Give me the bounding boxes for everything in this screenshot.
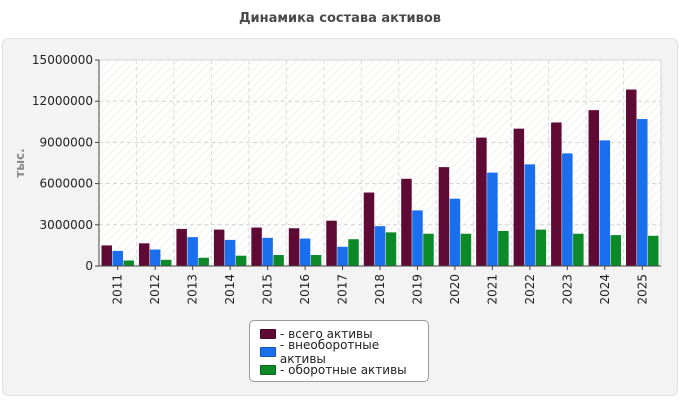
bar-total (138, 243, 150, 266)
legend-item-total: - всего активы (260, 325, 428, 343)
x-tick-label: 2025 (635, 274, 649, 305)
x-tick-label: 2017 (336, 274, 350, 305)
y-tick-label: 3000000 (40, 218, 93, 232)
grid (99, 59, 661, 266)
bar-total (588, 110, 600, 266)
x-tick-label: 2016 (298, 274, 312, 305)
bar-total (626, 89, 637, 266)
x-tick-label: 2020 (448, 274, 462, 305)
bar-current (535, 229, 547, 266)
x-tick-label: 2014 (223, 274, 237, 305)
bar-current (348, 239, 359, 266)
bar-current (273, 255, 284, 266)
bar-noncurrent (449, 198, 461, 266)
x-tick-label: 2023 (560, 274, 574, 305)
bar-current (235, 255, 247, 266)
x-tick-label: 2015 (261, 274, 275, 305)
bar-current (460, 233, 472, 266)
bar-total (213, 229, 225, 266)
bar-total (363, 192, 375, 266)
bar-current (423, 233, 434, 266)
y-tick-label: 12000000 (32, 94, 93, 108)
bar-noncurrent (487, 172, 498, 266)
bar-current (123, 260, 134, 266)
legend: - всего активы - внеоборотные активы - о… (249, 320, 429, 382)
bar-current (310, 255, 322, 266)
bar-total (326, 220, 337, 266)
legend-item-current: - оборотные активы (260, 361, 428, 379)
legend-swatch-total (260, 329, 276, 339)
bar-current (573, 233, 584, 266)
bar-total (438, 167, 450, 266)
y-tick-label: 0 (85, 259, 93, 273)
bar-total (288, 228, 300, 266)
bar-noncurrent (149, 249, 161, 266)
x-tick-label: 2012 (148, 274, 162, 305)
bar-total (476, 137, 487, 266)
x-tick-label: 2024 (598, 274, 612, 305)
bar-noncurrent (562, 153, 573, 266)
bar-total (513, 128, 525, 266)
bar-current (610, 235, 622, 266)
bar-current (498, 230, 509, 266)
axes: 0 3000000 6000000 9000000 12000000 15000000 20… (32, 53, 661, 305)
bar-current (198, 257, 209, 266)
bar-current (648, 235, 659, 266)
bar-noncurrent (299, 238, 311, 266)
x-tick-label: 2018 (373, 274, 387, 305)
legend-label-current: - оборотные активы (280, 363, 407, 377)
x-tick-label: 2022 (523, 274, 537, 305)
bar-total (101, 245, 112, 266)
y-tick-label: 9000000 (40, 135, 93, 149)
bar-noncurrent (337, 246, 348, 266)
y-tick-label: 6000000 (40, 177, 93, 191)
legend-swatch-noncurrent (260, 347, 276, 357)
bar-noncurrent (524, 164, 536, 266)
x-tick-label: 2021 (485, 274, 499, 305)
x-tick-label: 2011 (111, 274, 125, 305)
bar-noncurrent (374, 226, 386, 266)
bar-total (401, 178, 412, 266)
bar-total (176, 228, 187, 266)
bar-noncurrent (224, 239, 236, 266)
y-axis-label: тыс. (13, 148, 27, 177)
bar-total (251, 227, 262, 266)
bars (101, 89, 659, 266)
x-tick-label: 2013 (186, 274, 200, 305)
bar-noncurrent (637, 119, 648, 266)
legend-item-noncurrent: - внеоборотные активы (260, 338, 428, 366)
bar-current (385, 232, 397, 266)
bar-current (160, 259, 172, 266)
chart-title: Динамика состава активов (238, 11, 442, 26)
bar-noncurrent (112, 250, 123, 266)
bar-noncurrent (262, 237, 273, 266)
legend-label-noncurrent: - внеоборотные активы (279, 338, 380, 366)
y-tick-label: 15000000 (32, 53, 93, 67)
bar-total (551, 122, 562, 266)
legend-swatch-current (260, 365, 276, 375)
bar-noncurrent (412, 210, 423, 266)
x-tick-label: 2019 (410, 274, 424, 305)
legend-label-total: - всего активы (280, 327, 373, 341)
bar-noncurrent (187, 237, 198, 266)
bar-noncurrent (599, 140, 611, 266)
